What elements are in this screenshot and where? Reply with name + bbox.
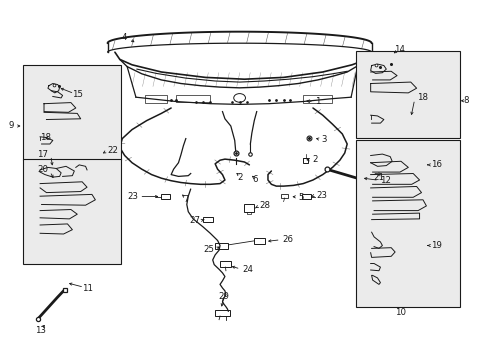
Text: 7: 7 [183, 195, 188, 204]
Bar [303, 158, 307, 163]
Text: 18: 18 [416, 94, 427, 102]
Text: 23: 23 [127, 192, 138, 201]
Text: 14: 14 [394, 45, 405, 54]
Bar [23, 159, 121, 264]
Text: 2: 2 [236, 173, 242, 181]
Bar [220, 261, 230, 267]
Text: 1: 1 [315, 97, 320, 106]
Bar [281, 194, 287, 198]
Text: 15: 15 [72, 90, 82, 99]
Text: 18: 18 [41, 133, 51, 142]
Text: 4: 4 [122, 33, 127, 42]
Text: 16: 16 [430, 161, 441, 169]
Bar [243, 204, 254, 212]
Text: 23: 23 [315, 191, 326, 199]
Circle shape [233, 94, 245, 102]
Bar [203, 217, 212, 222]
Text: 9: 9 [8, 122, 14, 130]
Bar [161, 194, 170, 199]
Text: 5: 5 [298, 193, 303, 202]
Text: 29: 29 [218, 292, 229, 301]
Text: 20: 20 [37, 165, 48, 174]
Text: 13: 13 [35, 326, 45, 335]
Text: 17: 17 [37, 150, 48, 158]
Bar [23, 65, 121, 160]
Text: 21: 21 [373, 173, 384, 181]
Text: 28: 28 [259, 202, 269, 210]
Bar [215, 310, 229, 316]
Text: 2: 2 [311, 155, 317, 164]
Text: 27: 27 [189, 216, 200, 225]
Bar [355, 140, 459, 307]
Bar [215, 243, 227, 249]
Bar [254, 238, 264, 244]
Text: 26: 26 [282, 235, 292, 244]
Text: 25: 25 [203, 246, 214, 254]
Text: 6: 6 [252, 175, 258, 184]
Bar [302, 194, 310, 199]
Bar [355, 51, 459, 138]
Text: 11: 11 [81, 284, 92, 293]
Text: 19: 19 [430, 241, 441, 250]
Text: 8: 8 [463, 96, 468, 105]
Text: 3: 3 [321, 135, 326, 144]
Bar [303, 95, 331, 103]
Text: 22: 22 [107, 146, 118, 155]
Text: 10: 10 [395, 308, 406, 317]
Bar [144, 95, 166, 103]
Text: 24: 24 [242, 265, 252, 274]
Text: 12: 12 [380, 176, 390, 185]
Bar [176, 95, 210, 102]
